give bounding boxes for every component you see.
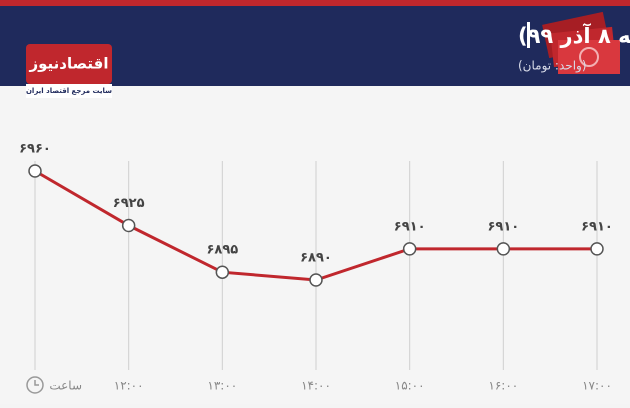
logo-box <box>26 44 112 84</box>
logo-tagline-box <box>26 84 112 98</box>
point <box>309 273 323 287</box>
point <box>496 242 511 256</box>
point <box>28 164 42 178</box>
x-axis-label: ساعت <box>49 379 82 393</box>
point <box>121 218 136 233</box>
logo: اقتصادنیوز <box>29 55 109 73</box>
point <box>215 265 230 279</box>
value-label: ۶۸۹۵ <box>206 243 238 258</box>
value-label: ۶۹۲۵ <box>113 196 145 211</box>
x-tick-label: ۱۴:۰۰ <box>301 379 331 393</box>
x-tick-label: ۱۵:۰۰ <box>395 379 425 393</box>
value-label: ۶۹۱۰ <box>394 219 426 234</box>
title-bar <box>527 22 530 48</box>
clock-icon <box>26 376 44 394</box>
x-tick-label: ۱۲:۰۰ <box>114 379 144 393</box>
value-label: ۶۹۱۰ <box>487 219 519 234</box>
value-label: ۶۹۱۰ <box>581 219 613 234</box>
x-tick-label: ۱۶:۰۰ <box>488 379 518 393</box>
x-tick-label: ۱۷:۰۰ <box>582 379 612 393</box>
value-label: ۶۹۶۰ <box>19 142 51 157</box>
header-strip <box>0 0 630 6</box>
point <box>402 242 417 256</box>
subtitle: (واحد: تومان) <box>518 59 587 74</box>
money-icon <box>542 11 620 74</box>
x-tick-label: ۱۳:۰۰ <box>207 379 237 393</box>
value-label: ۶۸۹۰ <box>300 251 332 266</box>
logo-tagline: سایت مرجع اقتصاد ایران <box>26 87 112 95</box>
title: روند بهای درهم (شنبه ۸ آذر ۹۹) <box>518 23 630 48</box>
point <box>590 242 604 256</box>
